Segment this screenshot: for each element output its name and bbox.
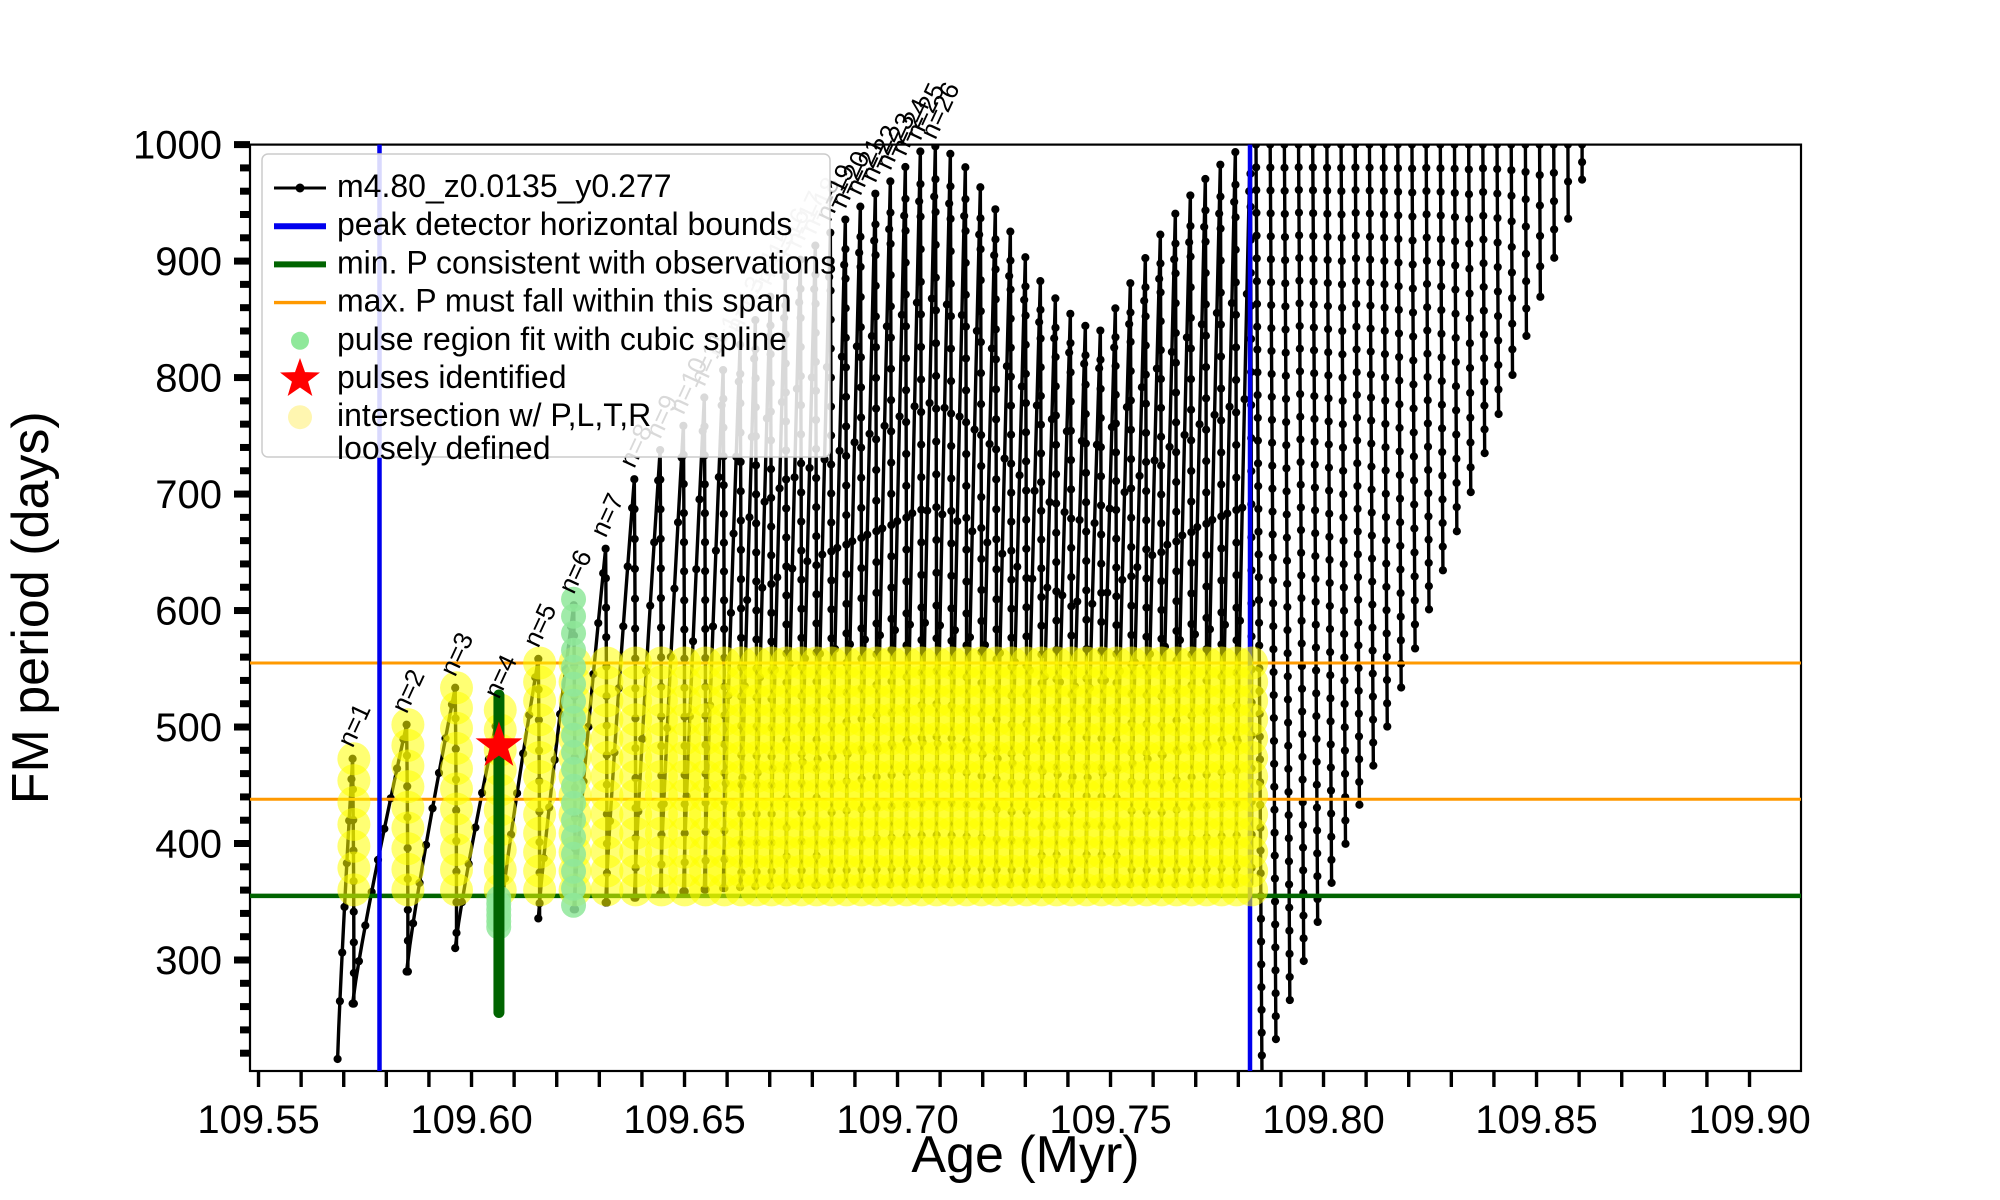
- svg-text:pulses identified: pulses identified: [337, 359, 566, 395]
- svg-text:pulse region fit with cubic sp: pulse region fit with cubic spline: [337, 321, 787, 357]
- svg-text:intersection w/ P,L,T,R: intersection w/ P,L,T,R: [337, 397, 651, 433]
- svg-text:400: 400: [155, 823, 222, 867]
- svg-text:max. P must fall within this s: max. P must fall within this span: [337, 283, 792, 319]
- svg-text:m4.80_z0.0135_y0.277: m4.80_z0.0135_y0.277: [337, 168, 671, 204]
- svg-text:109.80: 109.80: [1262, 1098, 1384, 1142]
- svg-text:500: 500: [155, 706, 222, 750]
- svg-text:800: 800: [155, 357, 222, 401]
- svg-text:109.55: 109.55: [197, 1098, 319, 1142]
- svg-text:109.60: 109.60: [410, 1098, 532, 1142]
- svg-text:300: 300: [155, 939, 222, 983]
- svg-text:109.85: 109.85: [1475, 1098, 1597, 1142]
- svg-text:600: 600: [155, 590, 222, 634]
- svg-text:109.90: 109.90: [1688, 1098, 1810, 1142]
- svg-text:peak detector horizontal bound: peak detector horizontal bounds: [337, 206, 792, 242]
- svg-text:loosely defined: loosely defined: [337, 430, 550, 466]
- svg-text:1000: 1000: [133, 124, 222, 168]
- svg-text:FM period (days): FM period (days): [2, 411, 60, 804]
- svg-text:Age (Myr): Age (Myr): [911, 1126, 1139, 1184]
- svg-text:700: 700: [155, 473, 222, 517]
- svg-text:109.65: 109.65: [623, 1098, 745, 1142]
- svg-text:min. P consistent with observa: min. P consistent with observations: [337, 244, 836, 280]
- svg-text:900: 900: [155, 240, 222, 284]
